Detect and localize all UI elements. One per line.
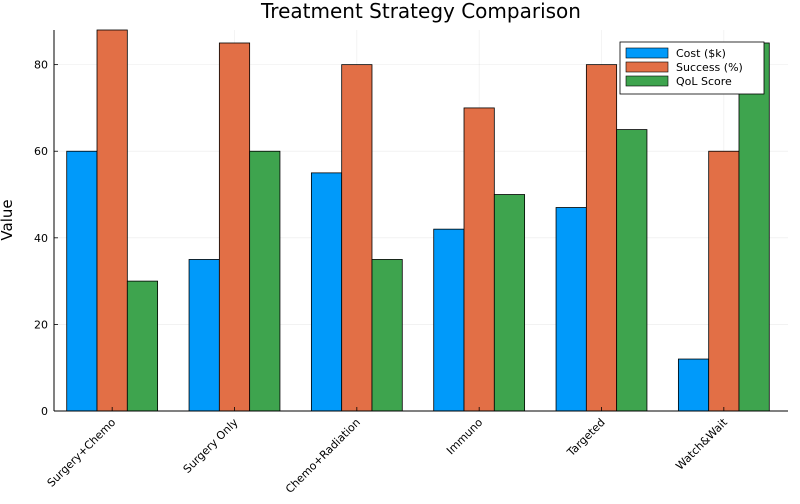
y-tick-label: 80 bbox=[34, 59, 48, 72]
y-tick-label: 20 bbox=[34, 318, 48, 331]
legend-swatch bbox=[625, 47, 669, 59]
bars-layer bbox=[66, 29, 770, 412]
bar-qol-score-4 bbox=[616, 129, 648, 412]
y-axis-label: Value bbox=[0, 199, 16, 240]
axes-layer: 0 20 40 60 80 Surgery+Chemo Surgery Only Chemo+… bbox=[34, 30, 788, 496]
bar-qol-score-5 bbox=[738, 42, 770, 412]
legend-swatch bbox=[625, 75, 669, 87]
x-tick-label: Chemo+Radiation bbox=[283, 416, 363, 496]
y-tick-label: 40 bbox=[34, 232, 48, 245]
bar-qol-score-2 bbox=[371, 259, 403, 412]
bar-success-5 bbox=[708, 150, 740, 412]
x-tick-label: Targeted bbox=[564, 416, 608, 460]
y-tick-label: 60 bbox=[34, 145, 48, 158]
bar-success-4 bbox=[585, 64, 618, 412]
bar-cost-k-3 bbox=[433, 228, 465, 412]
bar-cost-k-4 bbox=[555, 207, 587, 412]
legend-label: Cost ($k) bbox=[676, 47, 726, 60]
legend-swatch bbox=[625, 61, 669, 73]
bar-cost-k-5 bbox=[677, 358, 710, 412]
y-tick-label: 0 bbox=[41, 405, 48, 418]
x-tick-label: Surgery+Chemo bbox=[45, 416, 119, 490]
legend-label: Success (%) bbox=[676, 61, 743, 74]
bar-success-2 bbox=[341, 64, 373, 412]
chart-title: Treatment Strategy Comparison bbox=[260, 0, 581, 23]
legend: Cost ($k)Success (%)QoL Score bbox=[619, 41, 765, 95]
bar-cost-k-1 bbox=[188, 259, 220, 412]
x-tick-label: Immuno bbox=[444, 416, 485, 457]
x-tick-label: Watch&Wait bbox=[673, 415, 730, 472]
bar-cost-k-2 bbox=[310, 172, 343, 412]
bar-success-3 bbox=[463, 107, 495, 412]
x-tick-label: Surgery Only bbox=[181, 416, 241, 476]
bar-qol-score-0 bbox=[126, 280, 159, 412]
bar-qol-score-3 bbox=[493, 194, 526, 412]
bar-qol-score-1 bbox=[249, 150, 281, 412]
bar-success-0 bbox=[96, 29, 128, 412]
bar-cost-k-0 bbox=[66, 150, 98, 412]
legend-label: QoL Score bbox=[676, 75, 732, 88]
bar-success-1 bbox=[218, 42, 251, 412]
